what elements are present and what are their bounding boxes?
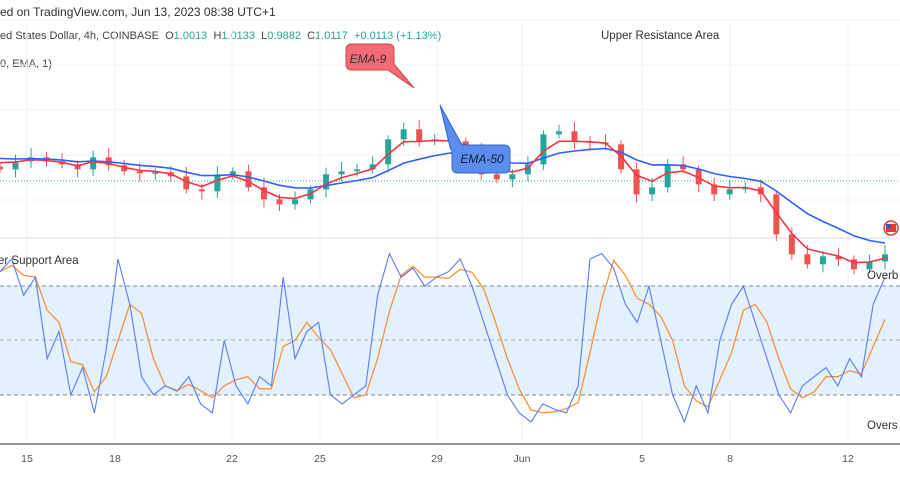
x-tick-label: 15 [21,453,33,465]
candle-body [152,172,159,174]
stoch-k-line [0,252,886,424]
ema9-label: EMA-9 [350,52,387,66]
candle-body [245,171,252,188]
open-label: O [165,30,174,42]
overbought-label: Overb [867,270,898,282]
x-axis-ticks: 15 18 22 25 29 Jun 5 8 12 [21,453,854,465]
candle-body [819,256,826,265]
symbol-label: ed States Dollar, 4h, COINBASE [0,30,159,42]
candle-body [198,189,205,192]
published-info: ed on TradingView.com, Jun 13, 2023 08:3… [0,5,276,19]
x-tick-label: Jun [514,453,531,465]
candle-body [555,131,562,135]
candle-body [369,164,376,170]
candle-body [773,194,780,235]
candle-body [90,157,97,170]
candle-body [788,234,795,255]
candle-body [400,129,407,140]
candle-body [260,187,267,200]
candle-body [882,254,888,262]
stoch-d-line [0,258,886,414]
candle-body [214,174,221,192]
candle-body [493,174,500,180]
support-label: er Support Area [0,255,79,267]
candle-body [136,171,143,174]
ema9-line [0,139,886,264]
low-value: 0.9882 [267,30,301,42]
candle-body [742,187,749,190]
ema9-callout: EMA-9 [345,43,415,89]
change-value: +0.0113 (+1.13%) [353,30,442,42]
indicator-legend: 0, EMA, 1) [0,58,52,70]
ema50-label: EMA-50 [460,152,504,166]
candle-body [804,254,811,265]
candle-body [74,164,81,170]
candle-body [664,164,671,188]
candle-body [229,171,236,175]
candle-body [726,189,733,195]
candle-body [711,184,718,195]
candle-body [524,164,531,175]
candle-body [649,187,656,195]
candle-body [0,166,3,170]
oversold-label: Overs [867,420,898,432]
candle-body [121,165,128,172]
candle-body [183,176,190,190]
candle-body [850,259,857,270]
x-tick-label: 8 [727,453,733,465]
close-label: C [307,30,316,42]
x-tick-label: 25 [314,453,326,465]
candle-body [338,171,345,175]
candle-body [633,169,640,195]
x-tick-label: 5 [639,453,645,465]
us-flag-icon[interactable] [883,220,899,236]
ema50-callout: EMA-50 [439,104,511,174]
symbol-ohlc: ed States Dollar, 4h, COINBASE O1.0013 H… [0,30,441,42]
candle-body [835,256,842,260]
candle-body [509,174,516,180]
candle-body [292,199,298,205]
candle-body [571,131,578,142]
candle-body [354,169,361,172]
x-tick-label: 12 [842,453,854,465]
candle-body [680,164,687,170]
high-label: H [213,30,222,42]
candle-body [540,134,547,165]
candle-body [12,161,19,170]
x-tick-label: 18 [109,453,121,465]
candle-body [323,174,330,190]
ema50-line [0,147,886,244]
candle-body [866,261,873,270]
x-tick-label: 29 [431,453,443,465]
high-value: 1.0133 [221,30,256,42]
x-tick-label: 22 [226,453,238,465]
resistance-label: Upper Resistance Area [601,30,720,42]
candle-body [276,199,283,205]
close-value: 1.0117 [315,30,348,42]
candle-body [385,139,392,165]
open-value: 1.0013 [173,30,208,42]
low-label: L [261,30,268,42]
candles [0,120,888,275]
candle-body [416,129,423,142]
